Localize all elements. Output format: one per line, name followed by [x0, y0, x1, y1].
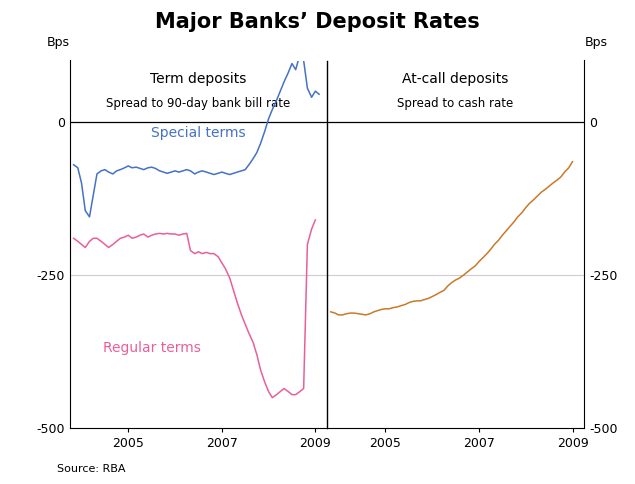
- Text: Bps: Bps: [584, 36, 607, 49]
- Text: Term deposits: Term deposits: [150, 72, 246, 86]
- Text: At-call deposits: At-call deposits: [403, 72, 509, 86]
- Text: Regular terms: Regular terms: [103, 341, 201, 355]
- Text: Special terms: Special terms: [151, 126, 246, 140]
- Text: Major Banks’ Deposit Rates: Major Banks’ Deposit Rates: [155, 12, 480, 32]
- Text: Spread to cash rate: Spread to cash rate: [398, 97, 514, 110]
- Text: Bps: Bps: [47, 36, 70, 49]
- Text: Spread to 90-day bank bill rate: Spread to 90-day bank bill rate: [106, 97, 291, 110]
- Text: Source: RBA: Source: RBA: [57, 464, 126, 474]
